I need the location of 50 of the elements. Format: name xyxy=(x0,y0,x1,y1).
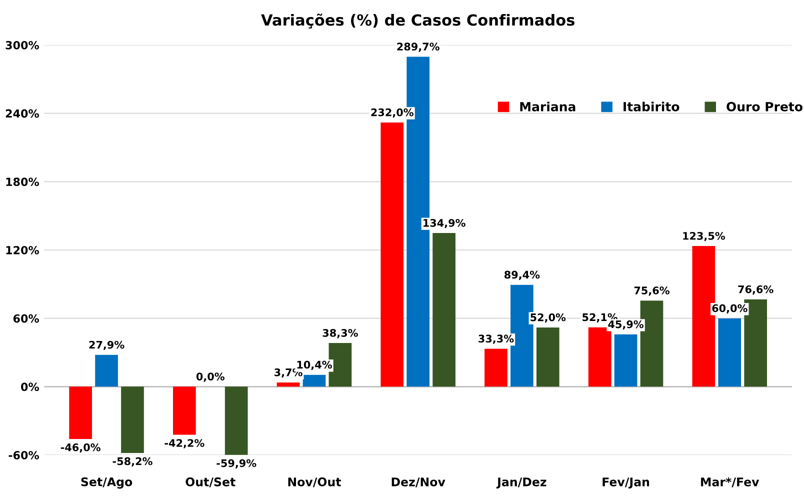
legend-label: Mariana xyxy=(520,102,576,112)
bar xyxy=(302,374,326,387)
data-label: 0,0% xyxy=(196,372,224,382)
x-tick-label: Set/Ago xyxy=(81,477,132,489)
data-label: -58,2% xyxy=(112,457,152,467)
x-tick-label: Out/Set xyxy=(186,477,236,488)
data-label: -46,0% xyxy=(60,443,100,453)
data-label: -59,9% xyxy=(216,459,256,468)
bar xyxy=(276,382,300,387)
data-label: 45,9% xyxy=(608,320,644,330)
bar xyxy=(172,386,196,435)
data-label: 232,0% xyxy=(371,108,414,118)
y-tick-label: 120% xyxy=(6,246,40,254)
bar xyxy=(380,122,404,387)
data-label: 38,3% xyxy=(322,328,358,338)
data-label: 123,5% xyxy=(683,232,726,242)
bar xyxy=(536,327,560,387)
y-tick-label: 180% xyxy=(6,178,40,186)
y-tick-label: 0% xyxy=(21,382,40,392)
bar xyxy=(95,354,118,387)
data-label: 89,4% xyxy=(504,270,540,280)
data-label: 134,9% xyxy=(424,218,466,228)
data-label: 75,6% xyxy=(634,286,670,296)
data-label: 10,4% xyxy=(297,360,332,370)
data-label: -42,2% xyxy=(164,439,204,448)
data-label: 27,9% xyxy=(89,340,124,350)
y-tick-label: -60% xyxy=(8,450,40,460)
chart-title: Variações (%) de Casos Confirmados xyxy=(261,14,574,29)
data-label: 60,0% xyxy=(712,304,748,314)
bar xyxy=(224,386,248,455)
legend-label: Ouro Preto xyxy=(726,102,802,112)
data-label: 289,7% xyxy=(397,42,440,52)
bar xyxy=(718,318,742,387)
bar xyxy=(484,348,508,387)
x-tick-label: Jan/Dez xyxy=(496,478,546,489)
bar xyxy=(432,233,456,387)
x-tick-label: Dez/Nov xyxy=(392,478,446,488)
bar xyxy=(614,334,638,387)
bar xyxy=(121,386,144,453)
bar xyxy=(69,386,92,440)
x-tick-label: Fev/Jan xyxy=(602,478,650,489)
y-tick-label: 60% xyxy=(13,314,40,323)
x-tick-label: Mar*/Fev xyxy=(701,477,760,488)
y-tick-label: 300% xyxy=(6,40,40,50)
y-tick-label: 240% xyxy=(6,109,40,118)
legend-label: Itabirito xyxy=(624,102,680,112)
x-tick-label: Nov/Out xyxy=(288,477,341,488)
data-label: 52,0% xyxy=(530,313,566,323)
data-label: 76,6% xyxy=(738,285,774,295)
data-label: 33,3% xyxy=(478,334,514,344)
